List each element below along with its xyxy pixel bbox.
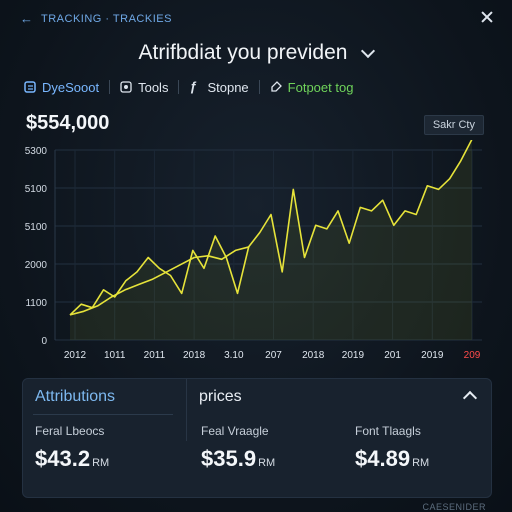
stat-card: Feal Vraagle $35.9 RM (201, 424, 275, 472)
x-tick-label: 2019 (421, 350, 444, 361)
total-amount: $554,000 (26, 112, 110, 134)
x-tick-label: 209 (464, 350, 481, 361)
back-arrow-icon: ← (20, 11, 33, 26)
chevron-down-icon (361, 43, 376, 59)
title-dropdown[interactable]: Atrifbdiat you previden (0, 38, 512, 68)
y-tick-label: 5300 (25, 146, 48, 157)
stat-value: $4.89 RM (355, 446, 430, 471)
prices-heading: prices (199, 388, 242, 405)
stat-label: Feral Lbeocs (35, 424, 105, 438)
x-tick-label: 3.10 (224, 350, 244, 361)
page-title: Atrifbdiat you previden (138, 41, 348, 64)
breadcrumb: TRACKING · TRACKIES (41, 12, 172, 25)
line-chart: 5300 5100 5100 2000 1100 0 2012 1011 2011 2018 3.1… (25, 140, 482, 361)
tab-label: DyeSooot (42, 79, 100, 95)
close-icon[interactable] (478, 8, 496, 26)
stat-label: Font Tlaagls (355, 424, 421, 438)
stat-value: $35.9 RM (201, 446, 276, 471)
tab-bar: DyeSooot Tools ƒ Stopne Fotpoet tog (24, 76, 353, 98)
tab-label: Stopne (207, 79, 249, 95)
x-tick-label: 2012 (64, 350, 87, 361)
heading-underline (33, 414, 173, 415)
tag-icon (271, 81, 282, 92)
tab-stopne[interactable]: ƒ Stopne (189, 80, 248, 95)
x-tick-label: 2019 (342, 350, 365, 361)
top-bar: ← TRACKING · TRACKIES (0, 8, 512, 32)
stat-card: Feral Lbeocs $43.2 RM (35, 424, 109, 472)
stat-value: $43.2 RM (35, 446, 110, 471)
tools-icon (120, 81, 132, 93)
tab-label: Tools (138, 79, 169, 95)
attributions-heading[interactable]: Attributions (35, 388, 116, 405)
x-tick-label: 1011 (104, 350, 126, 361)
series-line (69, 246, 250, 316)
tab-divider (258, 80, 260, 94)
footer-brand: CAESENIDER (422, 502, 486, 512)
tab-dyesooot[interactable]: DyeSooot (24, 80, 99, 95)
tab-tools[interactable]: Tools (120, 80, 168, 95)
series-area (70, 140, 472, 340)
panel-divider (186, 379, 187, 441)
x-tick-label: 207 (265, 350, 282, 361)
chevron-up-icon[interactable] (462, 390, 478, 406)
back-button[interactable]: ← TRACKING · TRACKIES (20, 11, 172, 26)
document-icon (24, 81, 36, 93)
y-tick-label: 5100 (25, 184, 48, 195)
tab-divider (109, 80, 111, 94)
stat-label: Feal Vraagle (201, 424, 269, 438)
x-tick-label: 2018 (183, 350, 206, 361)
tab-divider (178, 80, 180, 94)
tab-fotpoet[interactable]: Fotpoet tog (270, 79, 354, 95)
stats-panel: Attributions prices Feral Lbeocs $43.2 RM… (22, 378, 492, 498)
series-line (69, 140, 473, 316)
y-tick-label: 2000 (25, 260, 48, 271)
stat-card: Font Tlaagls $4.89 RM (355, 424, 429, 472)
x-tick-label: 2018 (302, 350, 325, 361)
x-tick-label: 2011 (144, 350, 166, 361)
f-icon: ƒ (189, 79, 197, 94)
filter-select[interactable]: Sakr Cty (423, 115, 484, 135)
x-tick-label: 201 (384, 350, 401, 361)
y-tick-label: 5100 (25, 222, 48, 233)
y-tick-label: 1100 (25, 298, 47, 309)
y-tick-label: 0 (41, 336, 47, 347)
tab-label: Fotpoet tog (287, 79, 354, 95)
